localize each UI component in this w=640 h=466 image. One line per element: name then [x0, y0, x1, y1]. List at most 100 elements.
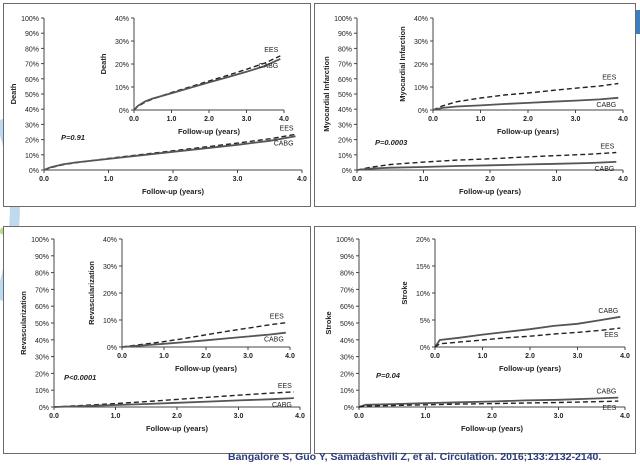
death-inset-y-tick-label: 20%: [115, 62, 129, 69]
mi-inset-x-tick-label: 3.0: [571, 116, 581, 123]
death-inset-y-axis-label: Death: [99, 53, 108, 74]
stroke-main-y-tick-label: 10%: [340, 388, 354, 395]
revascularization-main-y-tick-label: 60%: [35, 304, 49, 311]
death-main-y-tick-label: 100%: [21, 16, 39, 23]
revascularization-inset-y-tick-label: 20%: [103, 291, 117, 298]
death-main-y-tick-label: 70%: [25, 62, 39, 69]
mi-inset-y-tick-label: 0%: [418, 108, 428, 115]
citation-text: Bangalore S, Guo Y, Samadashvili Z, et a…: [228, 451, 602, 463]
revascularization-inset-x-axis-label: Follow-up (years): [175, 364, 238, 373]
mi-inset-legend-ees: EES: [602, 75, 616, 82]
death-main-y-tick-label: 90%: [25, 31, 39, 38]
revascularization-main-y-tick-label: 20%: [35, 371, 49, 378]
mi-inset-series-ees: [432, 82, 619, 111]
stroke-inset-x-tick-label: 4.0: [620, 353, 630, 360]
revascularization-main-y-tick-label: 80%: [35, 271, 49, 278]
mi-main-y-tick-label: 50%: [338, 92, 352, 99]
stroke-inset-series-cabg: [434, 315, 621, 348]
death-inset-x-axis-label: Follow-up (years): [178, 127, 241, 136]
mi-main-y-tick-label: 20%: [338, 138, 352, 145]
stroke-inset-x-tick-label: 3.0: [573, 353, 583, 360]
revascularization-inset-x-tick-label: 2.0: [201, 353, 211, 360]
revascularization-main-legend-ees: EES: [278, 383, 292, 390]
revascularization-main-x-axis-label: Follow-up (years): [146, 424, 209, 433]
revascularization-main-series-cabg: [53, 397, 294, 408]
mi-main-series-cabg: [356, 161, 617, 171]
stroke-p-value: P=0.04: [376, 371, 401, 380]
stroke-inset-y-tick-label: 0%: [420, 345, 430, 352]
death-main-y-tick-label: 20%: [25, 138, 39, 145]
stroke-main-x-tick-label: 1.0: [421, 413, 431, 420]
death-main-x-tick-label: 4.0: [297, 176, 307, 183]
death-p-value: P=0.91: [61, 133, 85, 142]
death-inset-x-tick-label: 3.0: [242, 116, 252, 123]
mi-p-value: P=0.0003: [375, 138, 408, 147]
mi-inset-x-tick-label: 0.0: [428, 116, 438, 123]
panel-myocardial-infarction: 0% 10% 20% 30% 40% 50% 60% 70% 80% 90% 100% 0.0 1.0 2…: [314, 3, 636, 207]
stroke-inset-y-tick-label: 15%: [416, 264, 430, 271]
revascularization-inset-series-cabg: [121, 331, 286, 348]
mi-inset-y-tick-label: 20%: [414, 62, 428, 69]
revascularization-inset-y-tick-label: 10%: [103, 318, 117, 325]
death-inset-y-tick-label: 40%: [115, 16, 129, 23]
stroke-main-y-axis-label: Stroke: [324, 311, 333, 334]
revascularization-main-y-tick-label: 90%: [35, 254, 49, 261]
death-inset-legend-cabg: CABG: [258, 63, 278, 70]
mi-inset-y-tick-label: 10%: [414, 85, 428, 92]
revascularization-inset-y-tick-label: 40%: [103, 237, 117, 244]
stroke-inset-legend-ees: EES: [604, 332, 618, 339]
death-inset-x-tick-label: 4.0: [279, 116, 289, 123]
mi-main-series-ees: [356, 151, 617, 171]
revascularization-main-x-tick-label: 1.0: [111, 413, 121, 420]
stroke-main-x-axis-label: Follow-up (years): [461, 424, 524, 433]
mi-inset-legend-cabg: CABG: [596, 102, 616, 109]
mi-inset-y-axis-label: Myocardial Infarction: [398, 26, 407, 102]
revascularization-main-y-tick-label: 0%: [39, 405, 49, 412]
stroke-main-y-tick-label: 20%: [340, 371, 354, 378]
stroke-main-x-tick-label: 2.0: [487, 413, 497, 420]
mi-main-x-tick-label: 2.0: [485, 176, 495, 183]
stroke-inset-x-tick-label: 1.0: [478, 353, 488, 360]
stroke-inset-legend-cabg: CABG: [598, 308, 618, 315]
mi-main-y-tick-label: 100%: [334, 16, 352, 23]
death-main-y-axis-label: Death: [9, 83, 18, 104]
mi-inset-x-tick-label: 1.0: [476, 116, 486, 123]
revascularization-main-x-tick-label: 4.0: [295, 413, 305, 420]
stroke-main-x-tick-label: 3.0: [554, 413, 564, 420]
death-inset-x-tick-label: 1.0: [167, 116, 177, 123]
revascularization-main-x-tick-label: 2.0: [172, 413, 182, 420]
revascularization-inset-x-tick-label: 1.0: [159, 353, 169, 360]
revascularization-main-y-tick-label: 30%: [35, 355, 49, 362]
death-inset-series-cabg: [133, 58, 281, 111]
panel-stroke: 0% 10% 20% 30% 40% 50% 60% 70% 80% 90% 100% 0.0 1.0 2…: [314, 226, 636, 454]
mi-inset-series-cabg: [432, 96, 619, 111]
mi-main-y-tick-label: 0%: [342, 168, 352, 175]
death-inset-legend-ees: EES: [264, 47, 278, 54]
death-main-y-tick-label: 80%: [25, 46, 39, 53]
stroke-main-y-tick-label: 100%: [336, 237, 354, 244]
revascularization-p-value: P<0.0001: [64, 373, 96, 382]
revascularization-main-y-axis-label: Revascularization: [19, 291, 28, 355]
mi-main-legend-ees: EES: [600, 144, 614, 151]
mi-main-y-tick-label: 70%: [338, 62, 352, 69]
panel-death: 0% 10% 20% 30% 40% 50% 60% 70% 80% 90% 100% 0.0 1.0 2…: [3, 3, 311, 207]
stroke-main-x-tick-label: 0.0: [354, 413, 364, 420]
revascularization-main-y-tick-label: 70%: [35, 287, 49, 294]
death-main-x-tick-label: 0.0: [39, 176, 49, 183]
revascularization-main-y-tick-label: 50%: [35, 321, 49, 328]
mi-main-y-tick-label: 10%: [338, 153, 352, 160]
death-inset-y-tick-label: 0%: [119, 108, 129, 115]
stroke-main-x-tick-label: 4.0: [620, 413, 630, 420]
stroke-main-y-tick-label: 30%: [340, 355, 354, 362]
mi-main-y-axis-label: Myocardial Infarction: [322, 56, 331, 132]
stroke-inset-y-tick-label: 10%: [416, 291, 430, 298]
mi-main-y-tick-label: 40%: [338, 107, 352, 114]
stroke-main-y-tick-label: 40%: [340, 338, 354, 345]
death-main-x-tick-label: 1.0: [104, 176, 114, 183]
revascularization-main-y-tick-label: 40%: [35, 338, 49, 345]
stroke-inset-y-tick-label: 20%: [416, 237, 430, 244]
stroke-main-series-ees: [358, 400, 619, 408]
stroke-main-y-tick-label: 50%: [340, 321, 354, 328]
death-main-legend-cabg: CABG: [274, 140, 294, 147]
mi-inset-y-tick-label: 30%: [414, 39, 428, 46]
